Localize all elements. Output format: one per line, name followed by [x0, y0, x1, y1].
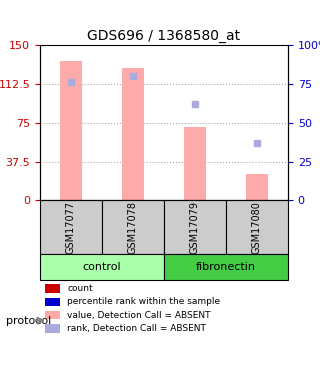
Text: percentile rank within the sample: percentile rank within the sample — [67, 297, 220, 306]
Text: GSM17080: GSM17080 — [252, 201, 262, 254]
Text: fibronectin: fibronectin — [196, 262, 256, 272]
FancyBboxPatch shape — [164, 254, 288, 280]
Text: rank, Detection Call = ABSENT: rank, Detection Call = ABSENT — [67, 324, 206, 333]
FancyBboxPatch shape — [40, 254, 164, 280]
FancyBboxPatch shape — [40, 201, 102, 254]
Bar — [45, 311, 60, 320]
Bar — [45, 297, 60, 306]
FancyBboxPatch shape — [102, 201, 164, 254]
Bar — [45, 284, 60, 293]
Text: GSM17078: GSM17078 — [128, 201, 138, 254]
Text: GSM17077: GSM17077 — [66, 201, 76, 254]
Text: GSM17079: GSM17079 — [190, 201, 200, 254]
Bar — [184, 127, 206, 201]
Text: count: count — [67, 284, 93, 293]
Bar — [246, 174, 268, 201]
FancyBboxPatch shape — [226, 201, 288, 254]
Bar — [45, 324, 60, 333]
Bar — [60, 60, 82, 201]
Text: value, Detection Call = ABSENT: value, Detection Call = ABSENT — [67, 310, 211, 320]
Text: control: control — [83, 262, 121, 272]
Title: GDS696 / 1368580_at: GDS696 / 1368580_at — [87, 28, 241, 43]
FancyBboxPatch shape — [164, 201, 226, 254]
Bar — [122, 68, 144, 201]
Text: protocol: protocol — [6, 316, 52, 326]
